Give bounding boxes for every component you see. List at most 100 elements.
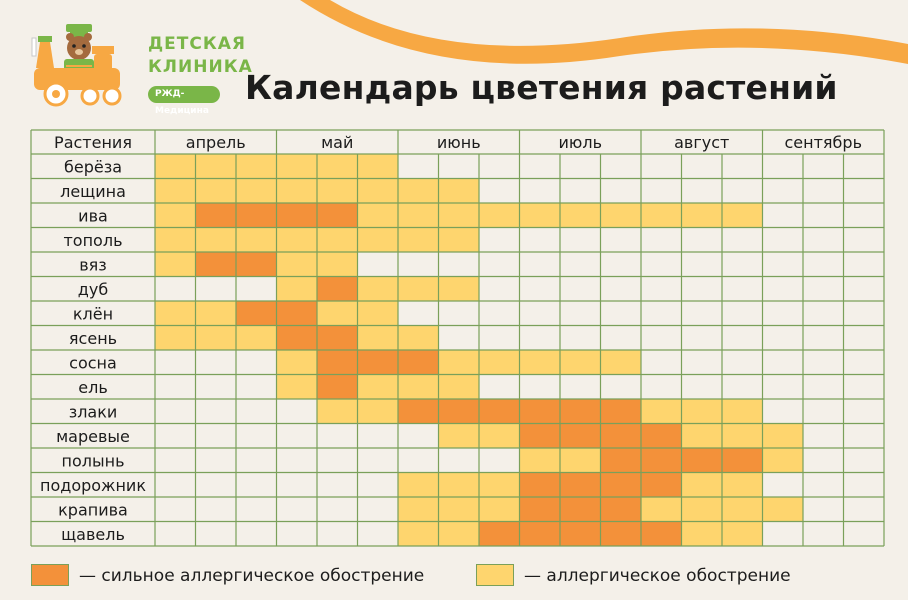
bloom-cell [519, 497, 560, 522]
bloom-cell [155, 203, 196, 228]
bloom-cell [236, 276, 277, 301]
bloom-cell [195, 227, 236, 252]
bloom-cell [276, 423, 317, 448]
bloom-cell [681, 203, 722, 228]
bloom-cell [641, 521, 682, 546]
bloom-cell [560, 497, 601, 522]
bloom-cell [438, 227, 479, 252]
bloom-cell [317, 350, 358, 375]
bloom-cell [681, 399, 722, 424]
bloom-cell [843, 472, 884, 497]
bloom-cell [357, 521, 398, 546]
bloom-cell [762, 276, 803, 301]
bloom-cell [681, 423, 722, 448]
bloom-cell [722, 203, 763, 228]
bloom-cell [722, 252, 763, 277]
bloom-cell [155, 325, 196, 350]
bloom-cell [195, 497, 236, 522]
bloom-cell [479, 227, 520, 252]
bloom-cell [641, 227, 682, 252]
logo-text-line1: ДЕТСКАЯ [148, 34, 246, 54]
bloom-cell [803, 472, 844, 497]
bloom-cell [195, 178, 236, 203]
bloom-cell [236, 472, 277, 497]
bloom-cell [479, 276, 520, 301]
bloom-cell [317, 423, 358, 448]
logo-text-line2: КЛИНИКА [148, 57, 253, 77]
bloom-cell [762, 374, 803, 399]
bloom-cell [438, 423, 479, 448]
month-header-label: июль [558, 133, 602, 152]
bloom-cell [600, 325, 641, 350]
bloom-cell [276, 178, 317, 203]
bloom-cell [843, 203, 884, 228]
bloom-cell [843, 178, 884, 203]
bloom-cell [438, 178, 479, 203]
bloom-cell [155, 521, 196, 546]
plant-name-label: сосна [69, 353, 117, 372]
bloom-cell [600, 252, 641, 277]
bloom-cell [560, 252, 601, 277]
bloom-cell [843, 521, 884, 546]
bloom-cell [560, 154, 601, 179]
bloom-cell [357, 203, 398, 228]
bloom-cell [762, 399, 803, 424]
bloom-cell [276, 276, 317, 301]
plant-name-label: дуб [78, 280, 108, 299]
bloom-cell [803, 325, 844, 350]
plant-name-label: тополь [63, 231, 122, 250]
bloom-cell [843, 423, 884, 448]
bloom-cell [317, 276, 358, 301]
bloom-cell [560, 399, 601, 424]
bloom-cell [155, 472, 196, 497]
bloom-cell [803, 227, 844, 252]
bloom-cell [519, 423, 560, 448]
bloom-cell [438, 497, 479, 522]
plant-name-label: крапива [58, 500, 128, 519]
bloom-cell [398, 423, 439, 448]
bloom-cell [438, 203, 479, 228]
bloom-cell [600, 203, 641, 228]
bloom-cell [762, 252, 803, 277]
bloom-cell [236, 301, 277, 326]
bloom-cell [195, 350, 236, 375]
bloom-cell [276, 301, 317, 326]
plant-name-label: маревые [56, 427, 130, 446]
bloom-cell [195, 374, 236, 399]
bloom-cell [317, 374, 358, 399]
bloom-cell [155, 350, 196, 375]
bloom-cell [803, 301, 844, 326]
bloom-cell [155, 448, 196, 473]
table-header-bg [31, 130, 884, 154]
bloom-cell [600, 276, 641, 301]
bloom-cell [600, 301, 641, 326]
bloom-cell [600, 374, 641, 399]
bloom-cell [681, 497, 722, 522]
month-header-label: август [674, 133, 729, 152]
bloom-cell [276, 521, 317, 546]
bloom-cell [843, 252, 884, 277]
bloom-cell [276, 350, 317, 375]
bloom-cell [600, 472, 641, 497]
bloom-cell [317, 497, 358, 522]
bloom-cell [357, 374, 398, 399]
bloom-cell [155, 423, 196, 448]
bloom-cell [479, 472, 520, 497]
bloom-cell [357, 178, 398, 203]
bloom-cell [479, 399, 520, 424]
bloom-cell [479, 154, 520, 179]
bloom-cell [641, 252, 682, 277]
bloom-cell [479, 252, 520, 277]
bloom-cell [560, 448, 601, 473]
bloom-cell [803, 374, 844, 399]
bloom-cell [195, 423, 236, 448]
bloom-cell [276, 472, 317, 497]
bloom-cell [722, 227, 763, 252]
bloom-cell [236, 178, 277, 203]
bloom-cell [519, 399, 560, 424]
bloom-cell [681, 227, 722, 252]
bloom-cell [357, 276, 398, 301]
plant-name-label: ель [78, 378, 108, 397]
bloom-cell [762, 472, 803, 497]
bloom-cell [803, 276, 844, 301]
